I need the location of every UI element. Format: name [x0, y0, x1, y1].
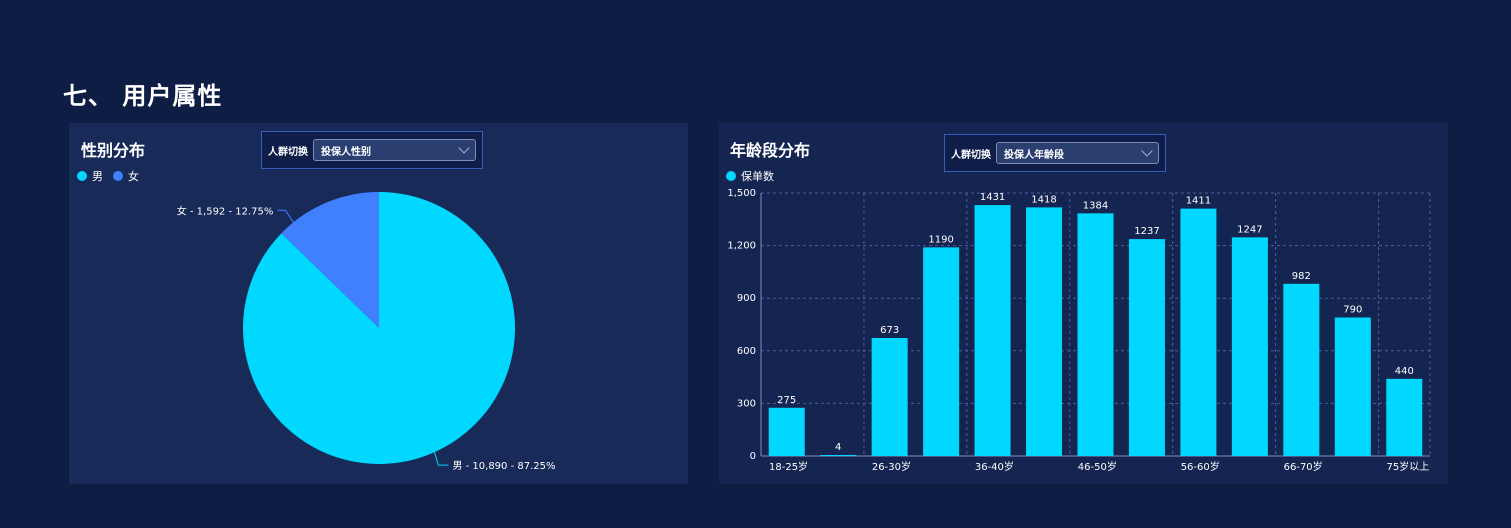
- bar[interactable]: [923, 247, 960, 456]
- legend-label: 保单数: [741, 170, 774, 183]
- age-bar-chart: 0 300 600 900 1,200 1,500 275 4 673 1190 1431 1418 1…: [727, 188, 1431, 473]
- legend-item-female[interactable]: 女: [113, 168, 139, 184]
- bar-data-label: 982: [1292, 271, 1311, 282]
- bar-data-label: 1411: [1186, 196, 1211, 207]
- bar[interactable]: [1334, 317, 1371, 456]
- bar-data-label: 1190: [928, 234, 953, 245]
- switch-label: 人群切换: [268, 146, 308, 158]
- y-tick-label: 1,200: [727, 241, 756, 252]
- pie-label-male: 男 - 10,890 - 87.25%: [452, 460, 555, 472]
- x-tick-label: 56-60岁: [1181, 460, 1220, 473]
- x-tick-label: 66-70岁: [1284, 460, 1323, 473]
- bar[interactable]: [1231, 237, 1268, 456]
- switch-label: 人群切换: [951, 149, 991, 161]
- legend-label: 女: [128, 170, 139, 183]
- bar[interactable]: [871, 338, 908, 456]
- bar[interactable]: [1283, 283, 1320, 456]
- x-tick-label: 26-30岁: [872, 460, 911, 473]
- bar-data-label: 275: [777, 395, 796, 406]
- bar-data-label: 1384: [1083, 200, 1108, 211]
- legend-label: 男: [92, 170, 103, 183]
- legend-dot-icon: [77, 171, 87, 181]
- gender-legend: 男 女: [77, 168, 149, 184]
- gender-switch-box: 人群切换 投保人性别: [261, 131, 483, 169]
- age-switch-select[interactable]: 投保人年龄段: [996, 142, 1159, 164]
- y-tick-label: 600: [737, 346, 756, 357]
- pie-slice-male[interactable]: [243, 192, 515, 465]
- y-tick-label: 0: [750, 451, 756, 462]
- bar[interactable]: [1386, 378, 1423, 456]
- switch-selected-value: 投保人年龄段: [1004, 149, 1064, 161]
- y-tick-label: 300: [737, 398, 756, 409]
- pie-label-female: 女 - 1,592 - 12.75%: [177, 204, 274, 217]
- gender-pie-chart: 女 - 1,592 - 12.75% 男 - 10,890 - 87.25%: [177, 192, 556, 472]
- pie-label-line: [433, 452, 449, 466]
- y-tick-label: 1,500: [727, 188, 756, 199]
- age-switch-box: 人群切换 投保人年龄段: [944, 134, 1166, 172]
- legend-dot-icon: [726, 171, 736, 181]
- switch-selected-value: 投保人性别: [321, 146, 371, 158]
- pie-label-line: [277, 209, 294, 223]
- y-tick-label: 900: [737, 293, 756, 304]
- bar-data-label: 1237: [1134, 226, 1159, 237]
- x-tick-label: 36-40岁: [975, 460, 1014, 473]
- bar[interactable]: [974, 205, 1011, 456]
- age-panel-title: 年龄段分布: [730, 141, 811, 160]
- bar[interactable]: [1026, 207, 1063, 456]
- gender-distribution-panel: 性别分布 男 女 人群切换 投保人性别 女 - 1,592 - 12.75% 男 …: [69, 123, 688, 484]
- bar[interactable]: [1128, 239, 1165, 456]
- bar-data-label: 790: [1343, 304, 1362, 315]
- bar[interactable]: [768, 407, 805, 456]
- section-title: 七、 用户属性: [63, 82, 223, 110]
- bar[interactable]: [1180, 208, 1217, 456]
- bar-data-label: 440: [1395, 366, 1414, 377]
- bar-data-label: 673: [880, 325, 899, 336]
- gender-switch-select[interactable]: 投保人性别: [313, 139, 476, 161]
- gender-panel-title: 性别分布: [81, 141, 146, 160]
- bar[interactable]: [820, 455, 857, 456]
- legend-item-policy-count[interactable]: 保单数: [726, 168, 774, 184]
- x-tick-label: 46-50岁: [1078, 460, 1117, 473]
- legend-dot-icon: [113, 171, 123, 181]
- legend-item-male[interactable]: 男: [77, 168, 103, 184]
- pie-slice-female[interactable]: [281, 192, 379, 328]
- bar-data-label: 1418: [1031, 194, 1056, 205]
- x-tick-label: 18-25岁: [769, 460, 808, 473]
- age-legend: 保单数: [726, 168, 784, 184]
- bar-data-label: 4: [835, 442, 841, 453]
- bar[interactable]: [1077, 213, 1114, 456]
- bar-data-label: 1431: [980, 192, 1005, 203]
- age-distribution-panel: 年龄段分布 保单数 人群切换 投保人年龄段 0 300 600 900 1,200 1,5…: [719, 123, 1448, 484]
- bar-data-label: 1247: [1237, 224, 1262, 235]
- x-tick-label: 75岁以上: [1387, 460, 1430, 473]
